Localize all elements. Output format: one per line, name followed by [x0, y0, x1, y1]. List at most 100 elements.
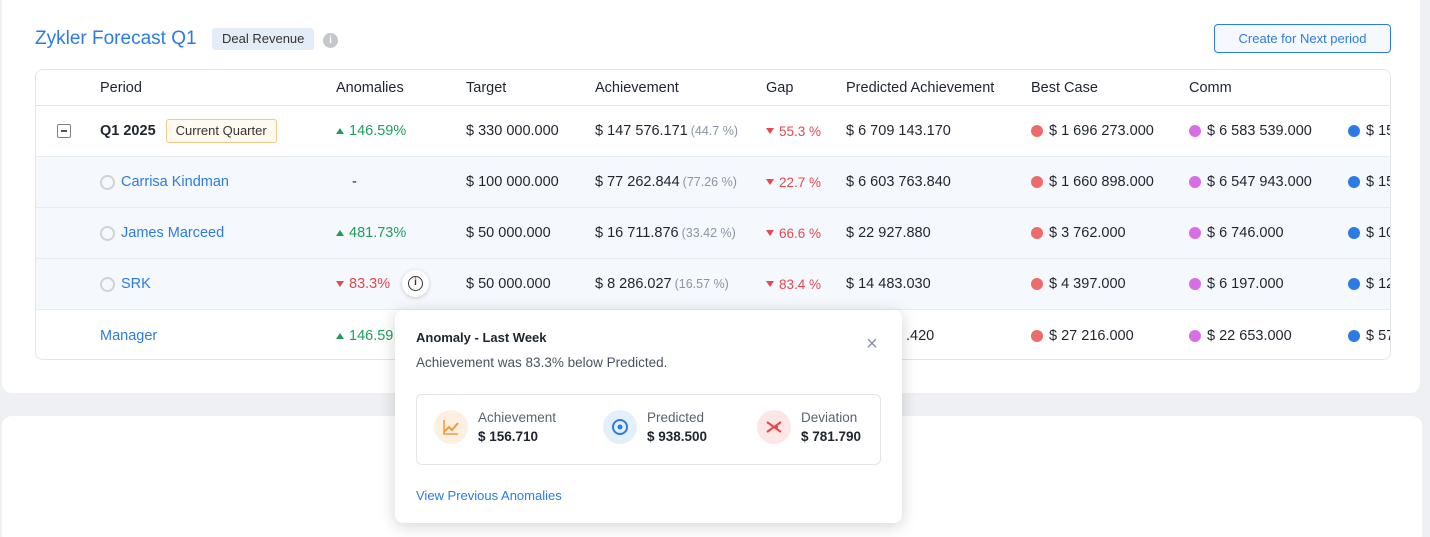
commit-value: $ 6 547 943.000	[1207, 174, 1312, 190]
period-cell[interactable]: Manager	[100, 327, 158, 344]
deal-revenue-badge: Deal Revenue	[212, 28, 315, 50]
commit-value: $ 22 653.000	[1207, 327, 1292, 344]
anomaly-cell: -	[352, 174, 357, 190]
achievement-value: $ 77 262.844	[595, 174, 680, 190]
current-quarter-badge: Current Quarter	[165, 119, 277, 143]
anomaly-cell[interactable]: 146.59	[336, 310, 393, 359]
best-case-value: $ 3 762.000	[1049, 225, 1126, 241]
next-cell: $ 10	[1348, 208, 1390, 258]
next-value: $ 12	[1366, 276, 1390, 292]
metric-label: Predicted	[647, 410, 705, 425]
commit-cell: $ 6 583 539.000	[1189, 106, 1312, 156]
target-cell: $ 50 000.000	[466, 225, 551, 241]
period-cell[interactable]: Carrisa Kindman	[100, 157, 229, 207]
target-icon	[603, 410, 637, 444]
best-case-cell: $ 1 660 898.000	[1031, 157, 1154, 207]
next-dot-icon	[1348, 278, 1360, 290]
anomaly-cell[interactable]: 146.59%	[336, 106, 406, 156]
metric-predicted: Predicted $ 938.500	[603, 410, 707, 444]
user-link[interactable]: SRK	[121, 276, 151, 292]
next-value: $ 57	[1366, 327, 1390, 344]
commit-value: $ 6 197.000	[1207, 276, 1284, 292]
best-case-cell: $ 1 696 273.000	[1031, 106, 1154, 156]
best-case-dot-icon	[1031, 278, 1043, 290]
forecast-card: Zykler Forecast Q1 Deal Revenue i Create…	[2, 0, 1420, 393]
anomaly-cell[interactable]: 83.3%	[336, 259, 390, 309]
next-value: $ 15	[1366, 123, 1390, 139]
period-cell[interactable]: SRK	[100, 259, 151, 309]
achievement-pct: (44.7 %)	[690, 124, 738, 138]
best-case-cell: $ 4 397.000	[1031, 259, 1126, 309]
achievement-cell: $ 8 286.027 (16.57 %)	[595, 259, 729, 309]
arrow-up-icon	[336, 230, 344, 236]
commit-dot-icon	[1189, 176, 1201, 188]
metric-achievement: Achievement $ 156.710	[434, 410, 556, 444]
view-previous-anomalies-link[interactable]: View Previous Anomalies	[416, 488, 562, 503]
best-case-dot-icon	[1031, 176, 1043, 188]
predicted-cell: .420	[906, 327, 935, 344]
commit-dot-icon	[1189, 278, 1201, 290]
popup-title: Anomaly - Last Week	[416, 330, 547, 345]
close-icon[interactable]: ×	[866, 333, 878, 355]
commit-dot-icon	[1189, 125, 1201, 137]
page-title: Zykler Forecast Q1	[35, 28, 197, 49]
arrow-up-icon	[336, 128, 344, 134]
period-label: Q1 2025	[100, 123, 156, 139]
best-case-cell: $ 3 762.000	[1031, 208, 1126, 258]
anomaly-info-button[interactable]: i	[402, 270, 429, 297]
gap-value: 22.7 %	[779, 174, 822, 190]
metric-label: Deviation	[801, 410, 858, 425]
anomaly-popup: Anomaly - Last Week Achievement was 83.3…	[395, 310, 902, 523]
col-anomalies[interactable]: Anomalies	[336, 79, 404, 96]
collapse-icon[interactable]	[57, 124, 71, 138]
create-next-period-button[interactable]: Create for Next period	[1214, 24, 1391, 53]
avatar-icon	[100, 174, 115, 190]
predicted-cell: $ 6 709 143.170	[846, 123, 951, 139]
best-case-dot-icon	[1031, 227, 1043, 239]
anomaly-value: 83.3%	[349, 276, 391, 292]
predicted-cell: $ 6 603 763.840	[846, 174, 951, 190]
col-gap[interactable]: Gap	[766, 79, 794, 96]
achievement-value: $ 8 286.027	[595, 276, 672, 292]
next-dot-icon	[1348, 125, 1360, 137]
user-link[interactable]: James Marceed	[121, 225, 225, 241]
metric-value: $ 156.710	[478, 429, 539, 444]
best-case-value: $ 27 216.000	[1049, 327, 1134, 344]
anomaly-cell[interactable]: 481.73%	[336, 208, 406, 258]
predicted-cell: $ 14 483.030	[846, 276, 931, 292]
target-cell: $ 50 000.000	[466, 276, 551, 292]
next-dot-icon	[1348, 329, 1360, 342]
next-value: $ 15	[1366, 174, 1390, 190]
col-achievement[interactable]: Achievement	[595, 79, 679, 96]
collapse-toggle[interactable]	[57, 106, 71, 156]
col-period[interactable]: Period	[100, 79, 142, 96]
table-row: Manager 146.59 .420 $ 27 216.000 $ 22 65…	[36, 310, 1390, 359]
popup-metrics: Achievement $ 156.710 Predicted $ 938.50…	[416, 394, 881, 465]
table-row: Carrisa Kindman - $ 100 000.000 $ 77 262…	[36, 157, 1390, 208]
anomaly-value: 146.59%	[349, 123, 407, 139]
col-commit[interactable]: Comm	[1189, 79, 1232, 96]
popup-description: Achievement was 83.3% below Predicted.	[416, 355, 668, 370]
best-case-dot-icon	[1031, 125, 1043, 137]
best-case-value: $ 1 696 273.000	[1049, 123, 1154, 139]
period-cell: Q1 2025 Current Quarter	[100, 106, 277, 156]
achievement-cell: $ 147 576.171 (44.7 %)	[595, 106, 738, 156]
next-dot-icon	[1348, 176, 1360, 188]
col-predicted[interactable]: Predicted Achievement	[846, 79, 995, 96]
best-case-dot-icon	[1031, 329, 1043, 342]
user-link[interactable]: Carrisa Kindman	[121, 174, 229, 190]
metric-label: Achievement	[478, 410, 557, 425]
target-cell: $ 330 000.000	[466, 123, 559, 139]
achievement-value: $ 147 576.171	[595, 123, 688, 139]
arrow-down-icon	[766, 281, 774, 287]
achievement-cell: $ 16 711.876 (33.42 %)	[595, 208, 736, 258]
gap-cell: 83.4 %	[766, 259, 821, 309]
period-cell[interactable]: James Marceed	[100, 208, 224, 258]
col-target[interactable]: Target	[466, 79, 507, 96]
commit-cell: $ 22 653.000	[1189, 310, 1292, 359]
table-header: Period Anomalies Target Achievement Gap …	[36, 70, 1390, 106]
col-best-case[interactable]: Best Case	[1031, 79, 1098, 96]
next-value: $ 10	[1366, 225, 1390, 241]
info-icon[interactable]: i	[323, 33, 338, 48]
best-case-cell: $ 27 216.000	[1031, 310, 1134, 359]
